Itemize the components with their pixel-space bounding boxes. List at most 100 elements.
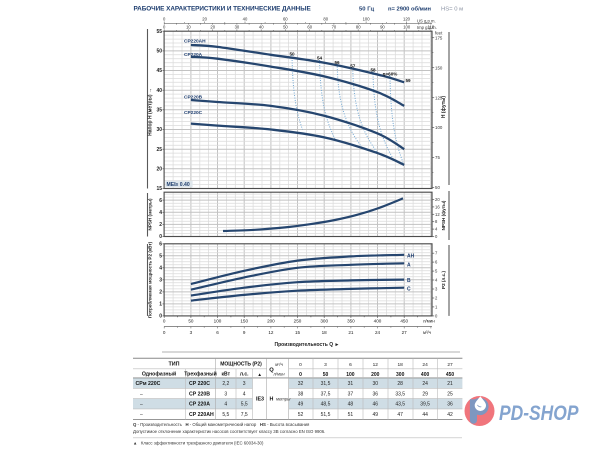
svg-text:49: 49 <box>298 402 304 408</box>
svg-text:48: 48 <box>348 402 354 408</box>
svg-text:37: 37 <box>348 391 354 397</box>
svg-text:75: 75 <box>435 155 440 160</box>
svg-text:100: 100 <box>435 125 443 130</box>
svg-text:СРм 220С: СРм 220С <box>136 381 161 387</box>
svg-text:52: 52 <box>298 412 304 418</box>
svg-text:80: 80 <box>356 25 361 30</box>
svg-text:51: 51 <box>348 412 354 418</box>
svg-text:47: 47 <box>397 412 403 418</box>
svg-text:3: 3 <box>159 278 162 284</box>
svg-text:175: 175 <box>435 35 443 40</box>
svg-text:50: 50 <box>289 52 295 57</box>
svg-text:0: 0 <box>435 234 438 239</box>
svg-text:51,5: 51,5 <box>321 412 331 418</box>
svg-text:0: 0 <box>163 25 166 30</box>
svg-text:36: 36 <box>373 391 379 397</box>
svg-text:2: 2 <box>435 296 438 301</box>
svg-text:55: 55 <box>156 29 162 35</box>
svg-text:24: 24 <box>375 330 381 335</box>
svg-text:12: 12 <box>373 362 379 368</box>
svg-text:10: 10 <box>186 25 191 30</box>
svg-text:44: 44 <box>422 412 428 418</box>
svg-text:60: 60 <box>283 17 288 22</box>
svg-text:2,2: 2,2 <box>222 381 229 387</box>
svg-text:58: 58 <box>370 68 376 73</box>
svg-text:300: 300 <box>320 318 328 323</box>
svg-text:200: 200 <box>371 372 380 378</box>
svg-text:38: 38 <box>298 391 304 397</box>
svg-text:Трехфазный: Трехфазный <box>184 371 217 378</box>
svg-text:3: 3 <box>324 362 327 368</box>
svg-text:20: 20 <box>202 17 207 22</box>
svg-text:50: 50 <box>283 25 288 30</box>
svg-text:5: 5 <box>435 269 438 274</box>
svg-text:54: 54 <box>317 56 323 61</box>
svg-text:4: 4 <box>224 402 227 408</box>
svg-text:25: 25 <box>156 147 162 153</box>
svg-text:AH: AH <box>407 253 415 259</box>
svg-text:450: 450 <box>446 372 455 378</box>
svg-text:СР 220С: СР 220С <box>189 381 210 387</box>
svg-text:РАБОЧИЕ ХАРАКТЕРИСТИКИ И ТЕХНИ: РАБОЧИЕ ХАРАКТЕРИСТИКИ И ТЕХНИЧЕСКИЕ ДАН… <box>134 6 312 13</box>
svg-text:60: 60 <box>307 25 312 30</box>
svg-text:л/мин: л/мин <box>423 318 435 323</box>
svg-text:8: 8 <box>435 219 438 224</box>
svg-text:31: 31 <box>348 381 354 387</box>
svg-text:28: 28 <box>397 381 403 387</box>
svg-text:CP220B: CP220B <box>184 95 203 101</box>
svg-text:16: 16 <box>435 204 440 209</box>
svg-text:4: 4 <box>435 278 438 283</box>
svg-text:MEI≥ 0.40: MEI≥ 0.40 <box>167 182 190 188</box>
svg-text:20: 20 <box>156 167 162 173</box>
svg-text:125: 125 <box>435 95 443 100</box>
svg-text:12: 12 <box>435 212 440 217</box>
svg-text:120: 120 <box>403 17 411 22</box>
svg-text:30: 30 <box>235 25 240 30</box>
svg-text:56: 56 <box>334 60 340 65</box>
svg-text:350: 350 <box>347 318 355 323</box>
svg-text:P2 (л.с.): P2 (л.с.) <box>441 271 446 289</box>
svg-text:Напор H (метры) →: Напор H (метры) → <box>148 88 154 136</box>
svg-text:40: 40 <box>243 17 248 22</box>
svg-text:МОЩНОСТЬ (Р2): МОЩНОСТЬ (Р2) <box>220 361 262 367</box>
svg-text:100: 100 <box>403 25 411 30</box>
svg-text:1: 1 <box>159 302 162 308</box>
svg-text:20: 20 <box>210 25 215 30</box>
svg-text:20: 20 <box>435 197 440 202</box>
svg-text:3: 3 <box>435 287 438 292</box>
svg-text:n= 2900 об/мин: n= 2900 об/мин <box>388 6 431 13</box>
svg-text:21: 21 <box>447 381 453 387</box>
svg-text:B: B <box>407 278 411 284</box>
svg-text:400: 400 <box>421 372 430 378</box>
svg-text:▲ Класс эффективности трехфа: ▲ Класс эффективности трехфазного двигат… <box>133 441 264 446</box>
svg-text:0: 0 <box>159 314 162 320</box>
svg-text:50: 50 <box>188 318 194 323</box>
svg-text:35: 35 <box>156 108 162 114</box>
svg-text:0: 0 <box>163 17 166 22</box>
svg-text:feet: feet <box>435 30 443 35</box>
svg-text:15: 15 <box>156 186 162 192</box>
svg-text:30: 30 <box>156 127 162 133</box>
svg-text:м³/ч: м³/ч <box>423 330 431 335</box>
svg-text:▲: ▲ <box>257 372 262 377</box>
svg-text:59: 59 <box>405 78 411 83</box>
svg-text:100: 100 <box>363 17 371 22</box>
svg-text:0: 0 <box>435 313 438 318</box>
svg-text:27: 27 <box>447 362 453 368</box>
svg-text:Q - Производительность H - О: Q - Производительность H - Общий маномет… <box>133 422 310 427</box>
svg-text:30: 30 <box>373 381 379 387</box>
svg-text:31,5: 31,5 <box>321 381 331 387</box>
svg-text:50: 50 <box>156 49 162 55</box>
svg-text:Q: Q <box>269 367 274 373</box>
svg-text:12: 12 <box>268 330 274 335</box>
svg-text:NPSH (метры): NPSH (метры) <box>148 198 153 230</box>
svg-text:300: 300 <box>396 372 405 378</box>
svg-text:H (футы): H (футы) <box>440 96 447 119</box>
svg-text:ТИП: ТИП <box>168 361 179 367</box>
svg-text:7,5: 7,5 <box>241 412 248 418</box>
svg-text:–: – <box>140 402 143 408</box>
svg-text:A: A <box>407 262 411 268</box>
svg-text:250: 250 <box>294 318 302 323</box>
svg-text:36: 36 <box>447 402 453 408</box>
svg-text:150: 150 <box>435 65 443 70</box>
